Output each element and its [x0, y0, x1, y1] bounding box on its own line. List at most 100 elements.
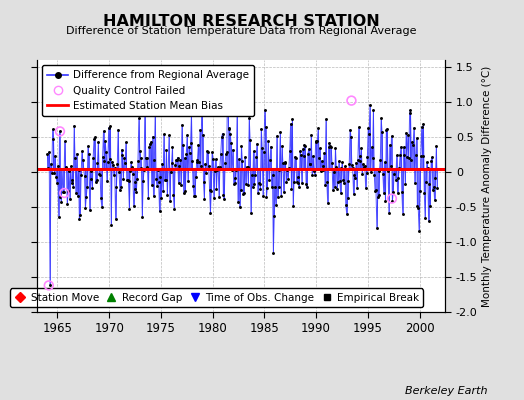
Point	[226, 131, 234, 138]
Point	[223, 62, 232, 69]
Point	[234, 198, 242, 205]
Point	[169, 192, 178, 198]
Point	[411, 151, 420, 158]
Point	[291, 155, 300, 162]
Point	[219, 130, 227, 137]
Point	[58, 166, 67, 172]
Point	[51, 152, 59, 159]
Point	[337, 165, 346, 172]
Point	[188, 158, 196, 164]
Point	[370, 171, 378, 178]
Point	[112, 184, 121, 190]
Point	[343, 210, 351, 217]
Point	[368, 155, 377, 162]
Point	[287, 186, 296, 192]
Point	[261, 124, 270, 131]
Point	[408, 138, 417, 145]
Point	[217, 134, 226, 140]
Point	[139, 178, 147, 184]
Point	[358, 170, 366, 177]
Point	[225, 126, 234, 132]
Point	[178, 122, 186, 128]
Point	[407, 157, 416, 163]
Point	[414, 205, 422, 211]
Point	[187, 110, 195, 117]
Point	[243, 164, 252, 170]
Point	[185, 149, 194, 156]
Point	[427, 158, 435, 164]
Point	[415, 227, 423, 234]
Point	[256, 186, 265, 192]
Point	[373, 225, 381, 231]
Point	[399, 144, 408, 150]
Point	[219, 192, 227, 198]
Point	[362, 184, 370, 191]
Point	[154, 167, 162, 174]
Point	[68, 180, 76, 186]
Point	[190, 192, 198, 199]
Point	[144, 195, 152, 201]
Point	[267, 143, 275, 150]
Point	[413, 203, 422, 209]
Point	[50, 170, 59, 176]
Point	[401, 181, 409, 187]
Point	[104, 124, 113, 131]
Point	[52, 174, 60, 180]
Point	[384, 167, 392, 174]
Point	[102, 149, 110, 156]
Point	[130, 186, 139, 192]
Point	[72, 190, 80, 196]
Point	[328, 160, 336, 166]
Point	[118, 152, 127, 158]
Point	[392, 152, 401, 159]
Point	[92, 177, 101, 183]
Point	[220, 196, 228, 202]
Point	[406, 110, 414, 116]
Point	[46, 282, 54, 289]
Point	[430, 184, 438, 190]
Point	[296, 148, 304, 155]
Point	[339, 177, 347, 183]
Point	[311, 139, 320, 145]
Point	[263, 185, 271, 191]
Point	[340, 180, 348, 186]
Point	[260, 149, 268, 155]
Point	[116, 187, 124, 193]
Point	[400, 152, 409, 158]
Point	[160, 177, 169, 183]
Point	[376, 157, 385, 164]
Point	[426, 202, 434, 209]
Point	[111, 165, 119, 171]
Point	[390, 171, 398, 178]
Point	[321, 182, 329, 189]
Point	[284, 176, 292, 182]
Point	[133, 176, 141, 182]
Point	[419, 120, 428, 127]
Point	[113, 161, 122, 167]
Point	[179, 142, 187, 149]
Point	[78, 148, 86, 154]
Point	[141, 154, 150, 161]
Point	[325, 140, 334, 146]
Point	[302, 181, 310, 187]
Point	[255, 181, 264, 188]
Point	[204, 163, 213, 170]
Point	[117, 146, 126, 153]
Point	[353, 185, 361, 191]
Point	[177, 182, 185, 188]
Point	[304, 146, 313, 152]
Point	[143, 164, 151, 170]
Point	[398, 189, 406, 195]
Point	[195, 159, 203, 166]
Point	[276, 129, 285, 135]
Point	[168, 160, 176, 166]
Point	[432, 143, 441, 150]
Point	[61, 164, 70, 171]
Point	[120, 155, 128, 161]
Point	[423, 164, 432, 171]
Point	[57, 198, 66, 205]
Point	[83, 184, 91, 190]
Point	[431, 175, 440, 181]
Point	[257, 125, 266, 132]
Point	[232, 167, 241, 173]
